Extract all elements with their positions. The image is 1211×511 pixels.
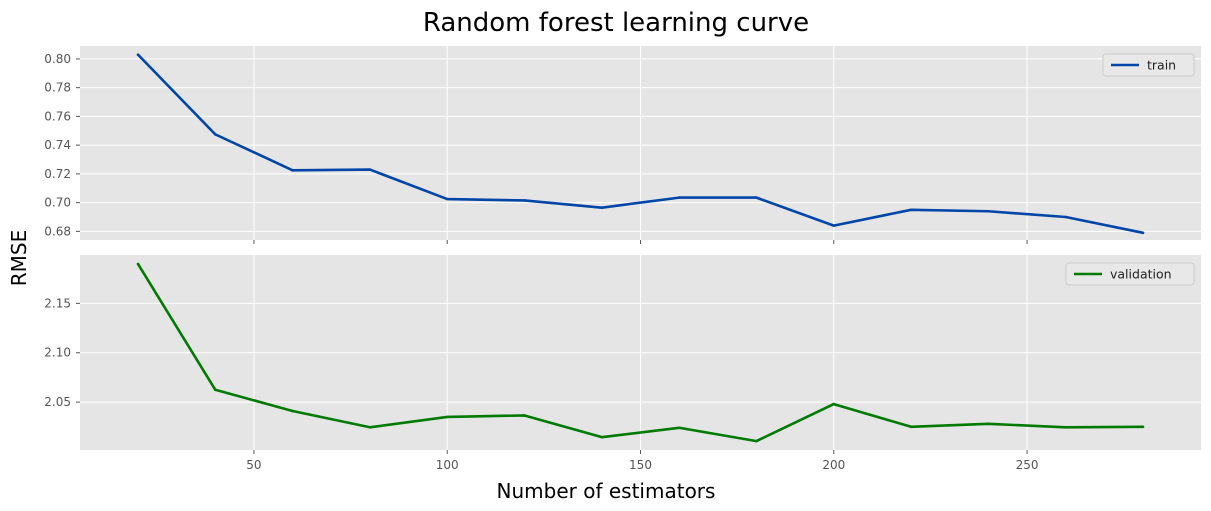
data-point-train <box>909 208 913 212</box>
series-line-validation <box>136 263 1144 443</box>
data-point-train <box>677 196 681 199</box>
y-tick-label: 0.80 <box>44 52 71 66</box>
legend-label: train <box>1147 58 1176 73</box>
data-point-train <box>136 53 140 56</box>
data-point-validation <box>1064 425 1068 429</box>
y-tick-label: 0.68 <box>44 224 71 238</box>
x-tick-label: 100 <box>436 458 459 472</box>
data-point-train <box>445 197 449 201</box>
data-point-train <box>213 133 217 136</box>
x-tick-label: 250 <box>1016 458 1039 472</box>
data-point-validation <box>755 439 758 443</box>
legend-box <box>1065 262 1195 286</box>
data-point-train <box>832 224 836 227</box>
y-tick-label: 0.74 <box>44 138 71 152</box>
y-axis-label: RMSE <box>7 230 31 286</box>
legend-box <box>1102 53 1195 77</box>
y-tick-label: 2.05 <box>44 395 71 409</box>
legend: train <box>1102 53 1195 77</box>
data-point-validation <box>523 414 526 417</box>
data-point-validation <box>368 425 372 429</box>
data-point-validation <box>677 426 681 430</box>
y-tick-label: 2.10 <box>44 346 71 360</box>
data-point-train <box>1141 231 1145 235</box>
plot-panel-bottom: 50 100 150 200 250 2.05 2.10 2.15 validation <box>44 255 1201 472</box>
data-point-train <box>755 196 758 199</box>
y-tick-label: 0.76 <box>44 109 71 123</box>
data-point-validation <box>291 409 294 413</box>
y-tick-label: 0.78 <box>44 81 71 95</box>
data-point-train <box>291 169 294 172</box>
legend-label: validation <box>1110 267 1172 282</box>
x-tick-label: 50 <box>246 458 261 472</box>
x-tick-label: 150 <box>629 458 652 472</box>
data-point-train <box>1064 215 1068 219</box>
y-tick-label: 0.72 <box>44 167 71 181</box>
chart-title: Random forest learning curve <box>423 8 809 38</box>
data-point-validation <box>987 422 990 426</box>
data-point-validation <box>909 425 913 429</box>
data-point-validation <box>136 262 140 266</box>
data-point-validation <box>600 435 604 439</box>
data-point-train <box>600 206 604 209</box>
data-point-validation <box>832 402 836 406</box>
x-axis-label: Number of estimators <box>497 479 716 503</box>
series-line-train <box>137 53 1144 235</box>
plot-panel-top: 0.68 0.70 0.72 0.74 0.76 0.78 0.80 train <box>44 46 1201 244</box>
y-tick-label: 0.70 <box>44 196 71 210</box>
data-point-validation <box>445 415 449 419</box>
data-point-train <box>523 199 526 202</box>
data-point-train <box>368 168 372 171</box>
legend: validation <box>1065 262 1195 286</box>
y-tick-label: 2.15 <box>44 296 71 310</box>
data-point-validation <box>213 388 217 392</box>
data-point-validation <box>1141 425 1145 429</box>
x-tick-label: 200 <box>822 458 845 472</box>
data-point-train <box>987 209 990 213</box>
